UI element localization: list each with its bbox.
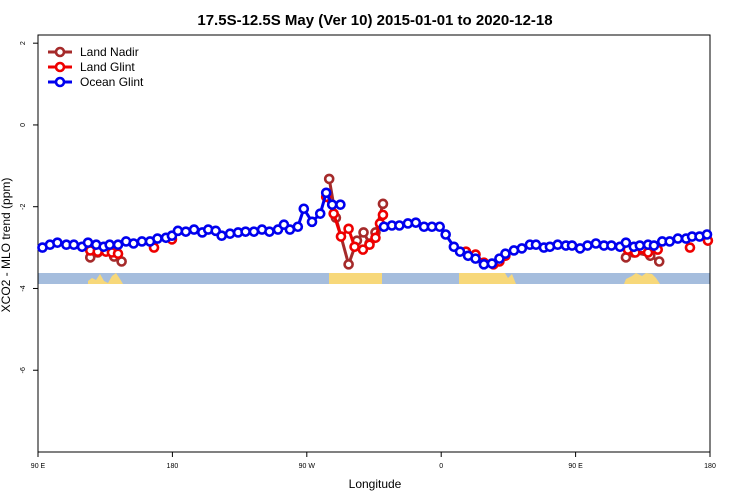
data-point [335,231,347,242]
data-point [364,239,375,251]
chart-title: 17.5S-12.5S May (Ver 10) 2015-01-01 to 2… [197,12,552,29]
land-patch [329,273,382,284]
data-point [343,259,354,270]
data-point [606,240,617,251]
data-point [112,248,124,260]
data-point [152,233,163,244]
data-point [180,226,192,237]
data-point [343,223,354,235]
legend-label: Land Nadir [80,45,139,59]
data-point [323,173,335,185]
x-tick-label: 90 W [299,463,316,470]
data-point [328,208,339,219]
data-point [394,220,405,231]
data-point [500,248,511,260]
data-point [216,230,227,242]
data-point [82,237,94,248]
legend-swatch-marker [54,76,66,88]
land-patch [459,273,516,284]
data-point [264,226,275,237]
data-point [377,209,389,221]
data-point [52,237,63,248]
legend-swatch-marker [54,61,66,73]
x-axis-label: Longitude [349,477,402,491]
x-tick-label: 90 E [568,463,583,470]
x-tick-label: 180 [167,463,179,470]
data-point [590,238,602,249]
y-axis-label: XCO2 - MLO trend (ppm) [0,178,13,313]
data-point [188,224,200,235]
data-point [335,199,346,210]
data-point [434,221,446,233]
data-point [664,236,675,247]
data-point [349,241,360,253]
legend-label: Land Glint [80,60,135,74]
data-point [684,242,696,253]
data-point [326,199,338,210]
legend-label: Ocean Glint [80,75,144,89]
land-sea-strip [38,273,710,284]
x-tick-label: 0 [439,463,443,470]
data-point [672,233,684,244]
land-patch [88,273,123,284]
data-point [634,240,646,251]
y-tick-label: -6 [20,367,27,373]
y-tick-label: -2 [20,203,27,209]
legend-swatch-marker [54,46,66,58]
data-point [440,229,451,240]
y-tick-label: 0 [20,123,27,127]
land-patch [624,273,660,284]
y-tick-label: -4 [20,285,27,291]
data-point [701,229,713,240]
data-point [128,238,139,249]
data-point [410,217,422,228]
data-point [357,244,369,255]
data-point [486,258,498,269]
data-point [248,226,260,237]
x-tick-label: 90 E [31,463,46,470]
data-point [582,240,593,251]
data-point [320,187,332,199]
data-point [358,227,369,238]
series [37,187,713,270]
data-point [478,259,490,270]
data-point [306,216,318,228]
data-point [370,232,381,244]
data-point [454,246,466,257]
y-tick-label: 2 [20,41,27,45]
series-line [89,178,661,270]
data-point [224,228,236,239]
data-point [314,208,326,219]
data-point [240,226,251,237]
data-point [516,243,528,254]
data-point [648,240,660,251]
x-tick-label: 180 [704,463,716,470]
data-point [552,239,563,251]
data-point [292,221,304,233]
data-point [298,203,310,215]
data-point [620,237,632,248]
data-point [377,198,389,210]
data-point [653,256,665,267]
series [84,173,665,270]
data-point [68,239,80,251]
data-point [470,253,481,264]
data-point [104,239,115,251]
